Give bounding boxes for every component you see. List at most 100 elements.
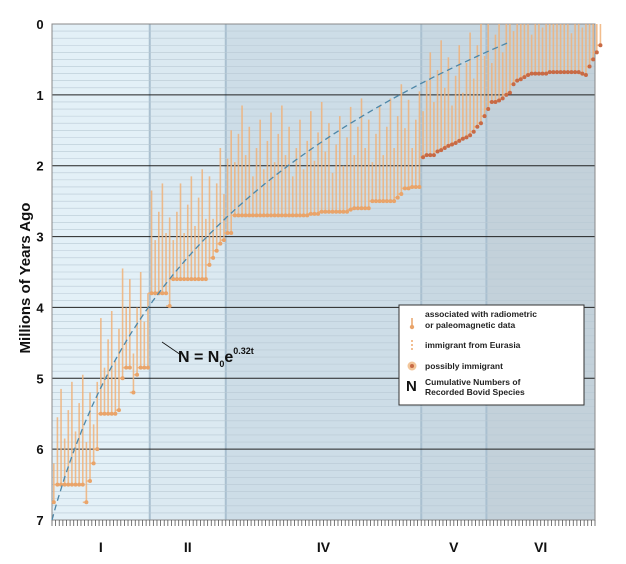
species-marker	[334, 209, 339, 214]
species-marker	[330, 209, 335, 214]
species-marker	[453, 141, 458, 146]
possible-marker-icon	[407, 361, 417, 371]
species-marker	[500, 96, 505, 101]
species-marker	[435, 149, 440, 154]
species-marker	[207, 262, 212, 267]
species-marker	[236, 213, 241, 218]
species-marker	[106, 411, 111, 416]
species-marker	[258, 213, 263, 218]
species-marker	[363, 206, 368, 211]
species-marker	[305, 213, 310, 218]
species-marker	[395, 195, 400, 200]
species-marker	[301, 213, 306, 218]
species-marker	[504, 92, 509, 97]
species-marker	[355, 206, 360, 211]
species-marker	[77, 482, 82, 487]
species-marker	[497, 98, 502, 103]
species-marker	[529, 71, 534, 76]
species-marker	[359, 206, 364, 211]
species-marker	[124, 365, 129, 370]
species-marker	[464, 135, 469, 140]
species-marker	[428, 153, 433, 158]
species-marker	[518, 77, 523, 82]
species-marker	[69, 482, 74, 487]
y-tick-label: 7	[36, 513, 43, 528]
y-tick-label: 1	[36, 88, 43, 103]
species-marker	[95, 447, 100, 452]
epoch-label-VI: VI	[534, 539, 547, 555]
epoch-label-V: V	[449, 539, 459, 555]
y-axis-tick-labels: 0 1 2 3 4 5 6 7	[36, 17, 44, 528]
species-marker	[547, 70, 552, 75]
species-marker	[431, 153, 436, 158]
species-marker	[66, 482, 71, 487]
legend-eurasia: immigrant from Eurasia	[425, 340, 521, 350]
species-marker	[511, 82, 516, 87]
species-marker	[594, 50, 599, 55]
species-marker	[507, 90, 512, 95]
species-marker	[229, 231, 234, 236]
species-marker	[493, 99, 498, 104]
species-marker	[218, 241, 223, 246]
species-marker	[221, 238, 226, 243]
species-marker	[536, 71, 541, 76]
species-marker	[475, 124, 480, 129]
species-marker	[551, 70, 556, 75]
species-marker	[457, 138, 462, 143]
species-marker	[73, 482, 78, 487]
species-marker	[583, 73, 588, 78]
species-marker	[377, 199, 382, 204]
species-marker	[370, 199, 375, 204]
species-marker	[287, 213, 292, 218]
species-marker	[131, 390, 136, 395]
species-marker	[352, 206, 357, 211]
species-marker	[240, 213, 245, 218]
y-tick-label: 2	[36, 159, 43, 174]
species-marker	[337, 209, 342, 214]
species-marker	[424, 153, 429, 158]
species-marker	[91, 461, 96, 466]
species-marker	[102, 411, 107, 416]
species-marker	[580, 71, 585, 76]
species-marker	[192, 277, 197, 282]
species-marker	[113, 411, 118, 416]
legend-n-symbol: N	[406, 378, 417, 395]
species-marker	[261, 213, 266, 218]
epoch-label-II: II	[184, 539, 192, 555]
legend-radiometric-line1: associated with radiometric	[425, 309, 537, 319]
species-marker	[211, 255, 216, 260]
species-marker	[297, 213, 302, 218]
species-marker	[51, 500, 56, 505]
species-marker	[323, 209, 328, 214]
gridlines	[51, 23, 596, 521]
species-marker	[55, 482, 60, 487]
species-marker	[439, 148, 444, 153]
species-marker	[84, 500, 89, 505]
species-marker	[565, 70, 570, 75]
species-marker	[182, 277, 187, 282]
species-marker	[446, 143, 451, 148]
species-marker	[486, 107, 491, 112]
species-marker	[544, 71, 549, 76]
species-marker	[265, 213, 270, 218]
species-marker	[214, 248, 219, 253]
species-marker	[316, 211, 321, 216]
y-tick-label: 6	[36, 442, 43, 457]
species-marker	[569, 70, 574, 75]
species-marker	[526, 73, 531, 78]
species-marker	[417, 184, 422, 189]
species-marker	[381, 199, 386, 204]
epoch-labels: I II IV V VI	[99, 539, 547, 555]
legend-cumulative-line1: Cumulative Numbers of	[425, 377, 521, 387]
species-marker	[174, 277, 179, 282]
species-marker	[402, 186, 407, 191]
species-marker	[591, 57, 596, 62]
species-marker	[164, 291, 169, 296]
species-marker	[598, 43, 603, 48]
y-tick-label: 5	[36, 371, 43, 386]
y-tick-label: 3	[36, 230, 43, 245]
species-marker	[576, 70, 581, 75]
species-marker	[450, 142, 455, 147]
x-axis-ticks	[51, 520, 596, 526]
